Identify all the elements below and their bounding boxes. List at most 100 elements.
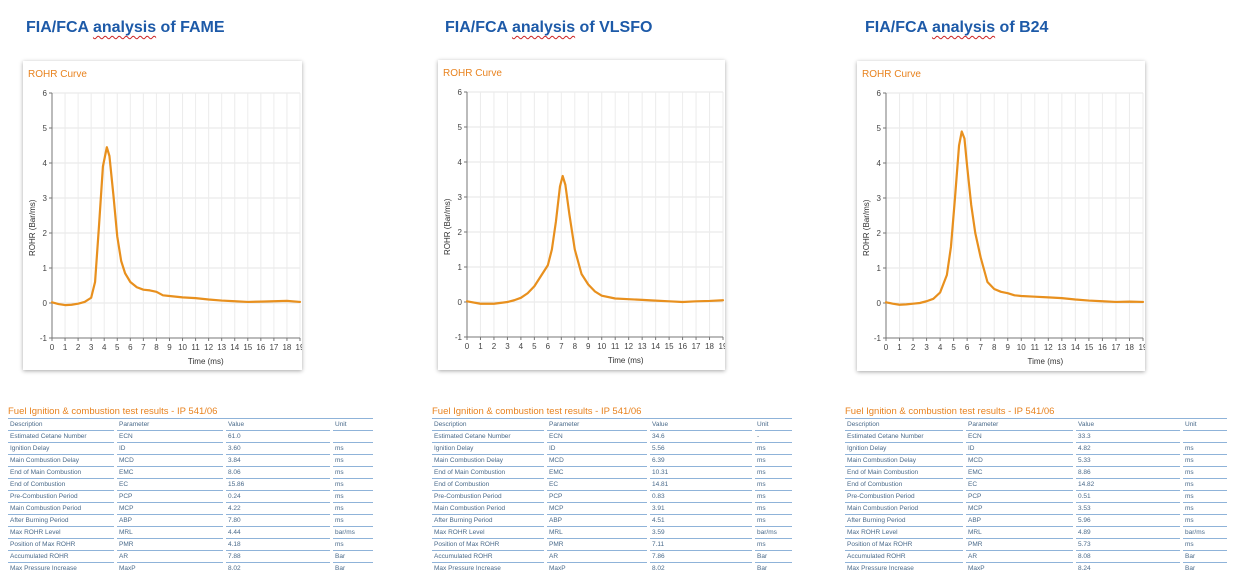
table-cell: Position of Max ROHR — [845, 538, 963, 551]
y-tick-label: 0 — [877, 299, 882, 308]
table-cell: 14.82 — [1076, 478, 1180, 491]
column-gap — [647, 418, 650, 431]
column-gap — [1073, 418, 1076, 431]
table-cell: 7.80 — [226, 514, 330, 527]
table-row: Main Combustion Delay MCD 5.33 ms — [845, 454, 1227, 467]
table-cell: End of Main Combustion — [8, 466, 114, 479]
table-cell: ms — [1183, 466, 1227, 479]
y-tick-label: 4 — [43, 159, 48, 168]
table-row: After Burning Period ABP 5.96 ms — [845, 514, 1227, 527]
table-cell: 61.0 — [226, 430, 330, 443]
table-row: Pre-Combustion Period PCP 0.51 ms — [845, 490, 1227, 503]
table-cell: Bar — [1183, 562, 1227, 574]
table-cell: 8.06 — [226, 466, 330, 479]
x-tick-label: 5 — [115, 343, 120, 352]
table-cell: bar/ms — [755, 526, 792, 539]
table-cell: MCD — [966, 454, 1073, 467]
table-cell: 4.51 — [650, 514, 752, 527]
column-header: Value — [1076, 418, 1180, 431]
heading-text: FIA/FCA — [865, 19, 932, 36]
table-cell: ms — [1183, 538, 1227, 551]
table-row: Main Combustion Period MCP 4.22 ms — [8, 502, 373, 515]
x-tick-label: 14 — [230, 343, 239, 352]
table-cell: EMC — [966, 466, 1073, 479]
x-tick-label: 12 — [204, 343, 213, 352]
table-cell: bar/ms — [333, 526, 373, 539]
column-gap — [1180, 418, 1183, 431]
y-axis-label: ROHR (Bar/ms) — [443, 198, 452, 255]
table-row: Estimated Cetane Number ECN 34.6- — [432, 430, 792, 443]
table-cell: ms — [755, 466, 792, 479]
table-cell: ABP — [117, 514, 223, 527]
table-cell: EC — [547, 478, 647, 491]
table-row: Position of Max ROHR PMR 4.18 ms — [8, 538, 373, 551]
table-cell: 4.22 — [226, 502, 330, 515]
table-cell: Bar — [1183, 550, 1227, 563]
table-row: Position of Max ROHR PMR 5.73 ms — [845, 538, 1227, 551]
x-tick-label: 1 — [63, 343, 68, 352]
panel-heading-fame: FIA/FCA analysis of FAME — [26, 19, 225, 37]
chart-title: ROHR Curve — [862, 69, 921, 80]
x-tick-label: 1 — [897, 343, 902, 352]
table-header-row: Description Parameter Value Unit — [432, 418, 792, 431]
table-cell: ms — [333, 538, 373, 551]
table-cell: After Burning Period — [845, 514, 963, 527]
y-tick-label: 0 — [458, 298, 463, 307]
table-cell: ms — [333, 502, 373, 515]
table-row: Max Pressure Increase MaxP 8.02 Bar — [8, 562, 373, 574]
x-tick-label: 3 — [89, 343, 94, 352]
x-tick-label: 9 — [167, 343, 172, 352]
x-tick-label: 16 — [256, 343, 265, 352]
table-cell: 0.51 — [1076, 490, 1180, 503]
table-cell: Max ROHR Level — [432, 526, 544, 539]
table-row: End of Main Combustion EMC 8.06 ms — [8, 466, 373, 479]
x-tick-label: 0 — [50, 343, 55, 352]
table-cell: EMC — [547, 466, 647, 479]
table-cell: 3.53 — [1076, 502, 1180, 515]
table-row: Estimated Cetane Number ECN 33.3 — [845, 430, 1227, 443]
table-cell: 3.84 — [226, 454, 330, 467]
x-tick-label: 2 — [911, 343, 916, 352]
table-cell: ms — [1183, 454, 1227, 467]
x-tick-label: 13 — [217, 343, 226, 352]
table-cell: PMR — [547, 538, 647, 551]
x-tick-label: 1 — [478, 342, 483, 351]
column-header: Description — [8, 418, 114, 431]
table-cell: Bar — [755, 550, 792, 563]
table-title: Fuel Ignition & combustion test results … — [8, 406, 218, 417]
table-row: Ignition Delay ID 5.56 ms — [432, 442, 792, 455]
column-gap — [963, 418, 966, 431]
table-cell: 3.91 — [650, 502, 752, 515]
table-cell: Bar — [333, 550, 373, 563]
table-row: Estimated Cetane Number ECN 61.0 — [8, 430, 373, 443]
table-row: Main Combustion Period MCP 3.91 ms — [432, 502, 792, 515]
column-gap — [114, 418, 117, 431]
results-table-fame: Fuel Ignition & combustion test results … — [8, 406, 373, 574]
table-cell: Estimated Cetane Number — [432, 430, 544, 443]
table-cell: Max ROHR Level — [845, 526, 963, 539]
table-cell: bar/ms — [1183, 526, 1227, 539]
x-tick-label: 17 — [269, 343, 278, 352]
table-cell: MCD — [547, 454, 647, 467]
table-cell: Ignition Delay — [845, 442, 963, 455]
table-cell: End of Main Combustion — [432, 466, 544, 479]
column-header: Unit — [1183, 418, 1227, 431]
table-cell: ECN — [117, 430, 223, 443]
column-header: Unit — [333, 418, 373, 431]
heading-text: of FAME — [156, 19, 225, 36]
table-row: End of Main Combustion EMC 10.31 ms — [432, 466, 792, 479]
table-cell: EC — [117, 478, 223, 491]
table-cell: ms — [1183, 502, 1227, 515]
x-tick-label: 8 — [154, 343, 159, 352]
table-cell: 7.11 — [650, 538, 752, 551]
x-tick-label: 13 — [1057, 343, 1066, 352]
y-tick-label: 3 — [877, 194, 882, 203]
table-cell: ID — [117, 442, 223, 455]
table-cell: 7.88 — [226, 550, 330, 563]
y-tick-label: 5 — [43, 124, 48, 133]
table-cell: ABP — [966, 514, 1073, 527]
x-tick-label: 19 — [1139, 343, 1145, 352]
